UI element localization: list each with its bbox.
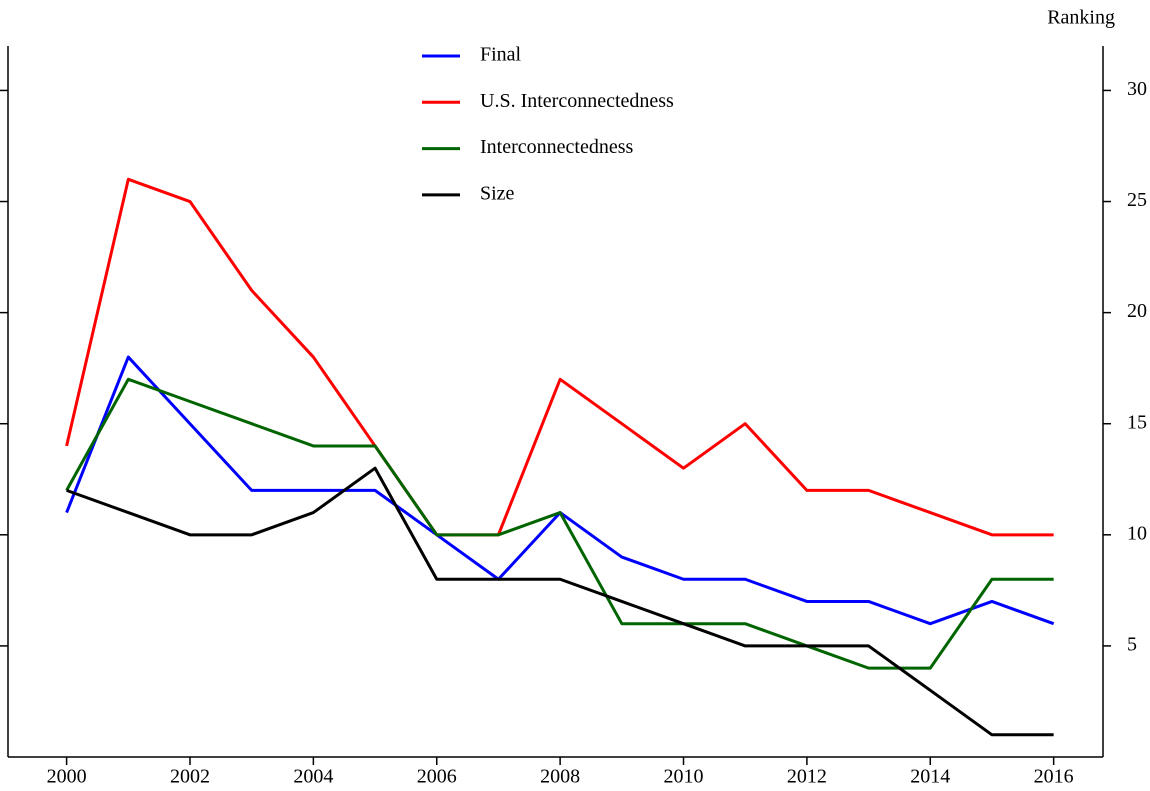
y-axis-label: Ranking — [1047, 7, 1115, 29]
y-tick-label: 30 — [1127, 78, 1147, 100]
legend-label: Final — [480, 44, 522, 66]
x-tick-label: 2008 — [540, 766, 580, 788]
x-tick-label: 2012 — [787, 766, 827, 788]
x-tick-label: 2014 — [910, 766, 950, 788]
x-tick-label: 2002 — [170, 766, 210, 788]
x-tick-label: 2010 — [664, 766, 704, 788]
legend-label: Interconnectedness — [480, 136, 633, 158]
y-tick-label: 25 — [1127, 189, 1147, 211]
x-tick-label: 2016 — [1034, 766, 1074, 788]
legend-label: U.S. Interconnectedness — [480, 90, 674, 112]
x-tick-label: 2006 — [417, 766, 457, 788]
y-tick-label: 15 — [1127, 411, 1147, 433]
series-line — [65, 377, 1054, 670]
y-tick-label: 10 — [1127, 522, 1147, 544]
legend-label: Size — [480, 182, 515, 204]
x-tick-label: 2000 — [47, 766, 87, 788]
series-line — [65, 177, 1054, 537]
y-tick-label: 5 — [1127, 634, 1137, 656]
x-tick-label: 2004 — [293, 766, 333, 788]
series-line — [66, 466, 1054, 737]
series-line — [65, 355, 1055, 626]
y-tick-label: 20 — [1127, 300, 1147, 322]
